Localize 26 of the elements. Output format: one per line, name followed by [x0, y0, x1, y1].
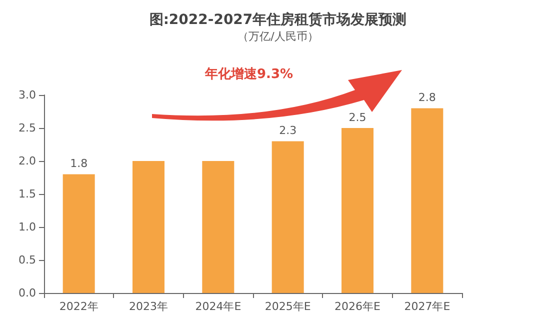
text: 2.0: [18, 154, 36, 168]
chart-title: 图:2022-2027年住房租赁市场发展预测: [149, 11, 407, 28]
x-tick-label: 2024年E: [195, 300, 242, 313]
x-tick-label: 2026年E: [334, 300, 381, 313]
x-tick-label: 2023年: [129, 300, 168, 313]
x-tick-label: 2027年E: [404, 300, 450, 313]
text: 1.0: [18, 220, 36, 234]
text: 1.5: [18, 188, 36, 200]
data-label: 1.8: [70, 157, 88, 170]
bar: [132, 161, 164, 293]
bar: [411, 108, 444, 293]
text: 0.0: [18, 286, 36, 300]
x-tick-label: 2022年: [59, 300, 98, 313]
bar: [342, 128, 374, 293]
bar: [202, 161, 234, 293]
x-tick-label: 2025年E: [264, 300, 311, 313]
bar: [272, 141, 304, 293]
data-label: 2.5: [348, 111, 366, 124]
text: 2.5: [18, 122, 36, 134]
text: 年化增速9.3%: [204, 67, 294, 82]
bar: [62, 174, 95, 293]
chart-subtitle: （万亿/人民币）: [238, 30, 318, 43]
text: 3.0: [18, 88, 36, 102]
data-label: 2.3: [279, 124, 297, 138]
data-label: 2.8: [418, 91, 436, 104]
text: 0.5: [18, 254, 36, 266]
